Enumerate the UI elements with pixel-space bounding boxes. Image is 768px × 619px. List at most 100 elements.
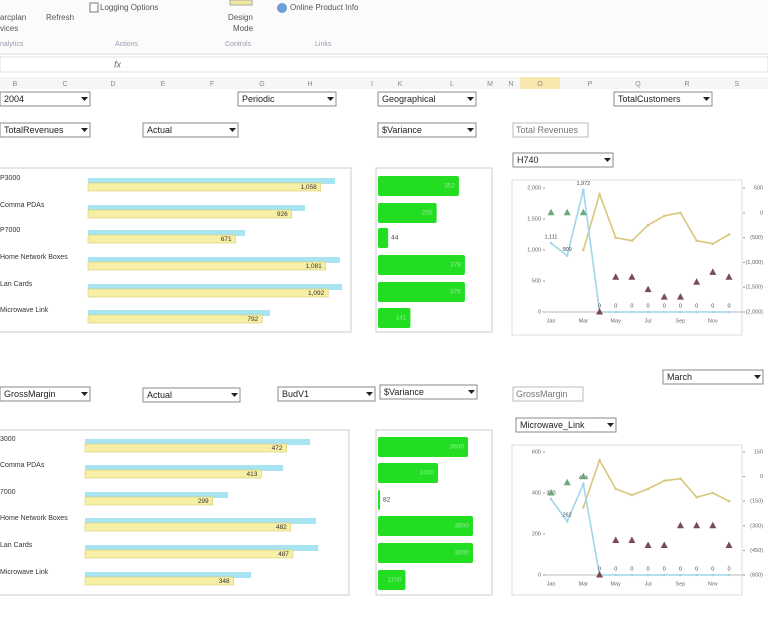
dropdown-value: 2004 bbox=[4, 94, 24, 104]
ribbon-item: Design bbox=[228, 13, 253, 22]
dropdown[interactable] bbox=[613, 91, 713, 107]
column-header: K bbox=[398, 81, 403, 88]
dropdown-arrow[interactable] bbox=[703, 97, 710, 101]
x-tick-label: Mar bbox=[579, 581, 589, 587]
variance-label: 378 bbox=[450, 289, 461, 296]
dropdown-arrow[interactable] bbox=[467, 97, 474, 101]
dropdown[interactable] bbox=[377, 122, 477, 138]
variance-label: 1100 bbox=[388, 577, 402, 584]
y2-tick-label: (450) bbox=[750, 548, 763, 554]
triangle-marker bbox=[676, 521, 684, 529]
variance-bar bbox=[378, 228, 389, 248]
bar-value-label: 299 bbox=[198, 498, 209, 505]
dropdown-arrow[interactable] bbox=[231, 393, 238, 397]
triangle-marker bbox=[612, 273, 620, 280]
point-label: 0 bbox=[711, 303, 714, 309]
dropdown-arrow[interactable] bbox=[468, 390, 475, 394]
point bbox=[565, 519, 569, 523]
dropdown-arrow[interactable] bbox=[81, 97, 88, 101]
point bbox=[549, 497, 553, 501]
dropdown[interactable] bbox=[379, 384, 478, 400]
column-header: R bbox=[684, 81, 689, 88]
dropdown[interactable] bbox=[0, 122, 91, 138]
textbox-value: GrossMargin bbox=[516, 389, 568, 399]
point-label: 0 bbox=[695, 303, 698, 309]
dropdown[interactable] bbox=[0, 386, 91, 402]
chart-frame bbox=[511, 179, 743, 336]
triangle-marker bbox=[596, 571, 604, 578]
triangle-marker bbox=[612, 536, 620, 544]
column-header: D bbox=[110, 81, 115, 88]
triangle-marker bbox=[563, 478, 571, 486]
x-tick-label: Sep bbox=[676, 581, 686, 587]
triangle-marker bbox=[628, 536, 636, 544]
triangle-marker bbox=[676, 293, 684, 300]
fx-label: fx bbox=[114, 59, 122, 69]
dropdown[interactable] bbox=[237, 91, 337, 107]
point-label: 0 bbox=[630, 566, 633, 572]
point bbox=[662, 214, 666, 218]
point-label: 0 bbox=[647, 303, 650, 309]
point bbox=[614, 487, 618, 491]
dropdown-value: Microwave_Link bbox=[520, 420, 585, 430]
y2-tick-label: (150) bbox=[750, 499, 763, 505]
dropdown[interactable] bbox=[0, 91, 91, 107]
dropdown-value: TotalRevenues bbox=[4, 125, 64, 135]
variance-label: 3600 bbox=[450, 444, 465, 451]
y-tick-label: 1,000 bbox=[527, 247, 541, 253]
point bbox=[598, 458, 601, 462]
bar bbox=[84, 576, 234, 586]
point bbox=[711, 310, 715, 314]
row-label: Home Network Boxes bbox=[0, 254, 68, 261]
dropdown-arrow[interactable] bbox=[327, 97, 334, 101]
column-header-bar bbox=[0, 77, 768, 89]
dropdown-arrow[interactable] bbox=[229, 128, 236, 132]
dropdown-arrow[interactable] bbox=[81, 128, 88, 132]
dropdown[interactable] bbox=[277, 386, 376, 402]
dropdown-value: TotalCustomers bbox=[618, 94, 681, 104]
checkbox[interactable] bbox=[89, 2, 99, 13]
variance-bar bbox=[378, 490, 381, 510]
dropdown[interactable] bbox=[662, 369, 764, 385]
variance-bar bbox=[378, 203, 437, 223]
bar-value-label: 482 bbox=[276, 524, 287, 531]
textbox[interactable] bbox=[512, 386, 584, 402]
variance-bar bbox=[378, 463, 438, 483]
point bbox=[679, 310, 682, 314]
dropdown[interactable] bbox=[142, 122, 239, 138]
bar bbox=[87, 209, 293, 219]
dropdown-arrow[interactable] bbox=[604, 158, 611, 162]
dropdown[interactable] bbox=[142, 387, 241, 403]
y-tick-label: 200 bbox=[532, 531, 541, 537]
point bbox=[630, 310, 634, 314]
column-header: G bbox=[259, 81, 264, 88]
y2-tick-label: (500) bbox=[750, 235, 763, 241]
column-header: O bbox=[537, 81, 543, 88]
ribbon-item: Mode bbox=[233, 24, 254, 33]
bar bbox=[87, 314, 263, 324]
dropdown[interactable] bbox=[512, 152, 614, 168]
textbox[interactable] bbox=[512, 122, 589, 138]
column-header: Q bbox=[635, 81, 641, 88]
ribbon-item: arcplan bbox=[0, 13, 26, 22]
x-tick-label: Mar bbox=[579, 318, 589, 324]
compare-bar bbox=[88, 310, 270, 316]
point bbox=[727, 310, 731, 314]
point-label: 0 bbox=[630, 303, 633, 309]
point bbox=[727, 233, 731, 236]
variance-label: 2400 bbox=[420, 470, 435, 477]
point-label: 0 bbox=[727, 303, 730, 309]
dropdown-arrow[interactable] bbox=[754, 375, 761, 379]
dropdown-arrow[interactable] bbox=[467, 128, 474, 132]
point-label: 0 bbox=[614, 303, 617, 309]
dropdown[interactable] bbox=[515, 417, 617, 433]
compare-bar bbox=[85, 465, 284, 471]
dropdown-arrow[interactable] bbox=[607, 423, 614, 427]
variance-label: 255 bbox=[422, 210, 433, 217]
bar bbox=[87, 182, 322, 192]
dropdown[interactable] bbox=[377, 91, 477, 107]
point-label: 0 bbox=[598, 566, 601, 572]
dropdown-arrow[interactable] bbox=[366, 392, 373, 396]
ribbon-group-label: Controls bbox=[225, 41, 252, 48]
dropdown-arrow[interactable] bbox=[81, 392, 88, 396]
